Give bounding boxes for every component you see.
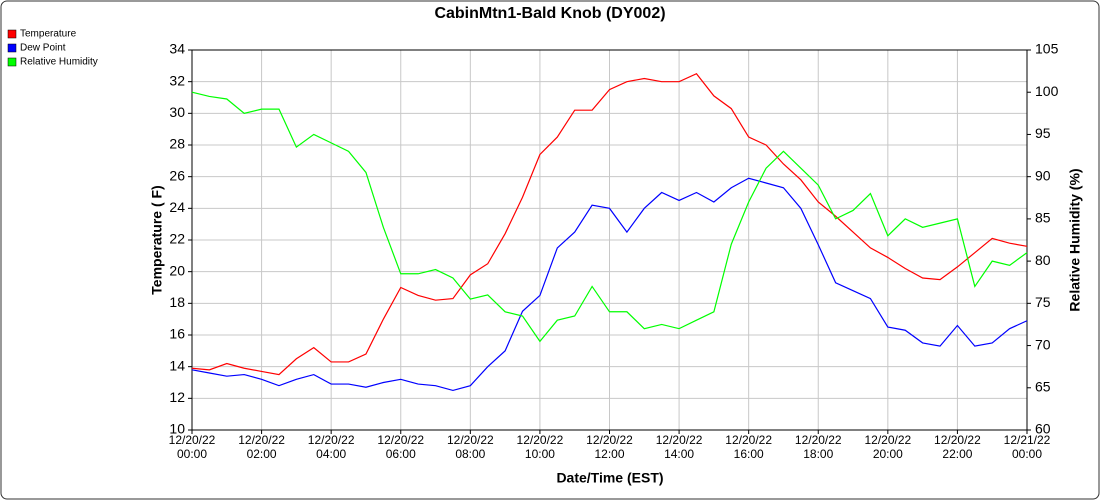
y-tick-label: 30	[169, 104, 185, 120]
y-tick-label: 12	[169, 389, 185, 405]
y-tick-label: 18	[169, 294, 185, 310]
y-tick-label: 20	[169, 262, 185, 278]
legend-swatch	[7, 29, 17, 39]
y-tick-label: 28	[169, 136, 185, 152]
y-axis-label: Temperature ( F)	[149, 185, 165, 294]
y2-tick-label: 105	[1035, 41, 1059, 57]
y2-tick-label: 60	[1035, 421, 1051, 437]
y-tick-label: 24	[169, 199, 185, 215]
y-tick-label: 26	[169, 167, 185, 183]
y2-tick-label: 85	[1035, 210, 1051, 226]
legend-label: Relative Humidity	[20, 57, 98, 68]
x-tick-label: 12/20/22 12:00	[586, 433, 633, 461]
y2-tick-label: 95	[1035, 125, 1051, 141]
y2-tick-label: 70	[1035, 336, 1051, 352]
x-tick-label: 12/21/22 00:00	[1004, 433, 1051, 461]
series-line	[191, 177, 1028, 392]
plot-area	[191, 49, 1028, 431]
y2-tick-label: 100	[1035, 83, 1059, 99]
x-tick-label: 12/20/22 04:00	[308, 433, 355, 461]
x-tick-label: 12/20/22 14:00	[656, 433, 703, 461]
legend-swatch	[7, 57, 17, 67]
x-axis-label: Date/Time (EST)	[556, 470, 663, 486]
y2-tick-label: 65	[1035, 378, 1051, 394]
legend-swatch	[7, 43, 17, 53]
legend-label: Temperature	[20, 29, 77, 40]
y2-tick-label: 80	[1035, 252, 1051, 268]
x-tick-label: 12/20/22 10:00	[517, 433, 564, 461]
y2-tick-label: 90	[1035, 167, 1051, 183]
x-tick-label: 12/20/22 20:00	[864, 433, 911, 461]
legend-label: Dew Point	[20, 43, 66, 54]
y2-axis-label: Relative Humidity (%)	[1067, 168, 1083, 311]
y-tick-label: 34	[169, 41, 185, 57]
y-tick-label: 22	[169, 231, 185, 247]
y-tick-label: 16	[169, 326, 185, 342]
x-tick-label: 12/20/22 18:00	[795, 433, 842, 461]
y-tick-label: 32	[169, 72, 185, 88]
chart-title: CabinMtn1-Bald Knob (DY002)	[434, 5, 665, 22]
x-tick-label: 12/20/22 00:00	[169, 433, 216, 461]
x-tick-label: 12/20/22 08:00	[447, 433, 494, 461]
x-tick-label: 12/20/22 16:00	[725, 433, 772, 461]
x-tick-label: 12/20/22 06:00	[377, 433, 424, 461]
y-tick-label: 14	[169, 357, 185, 373]
series-line	[191, 73, 1028, 376]
x-tick-label: 12/20/22 02:00	[238, 433, 285, 461]
y-tick-label: 10	[169, 421, 185, 437]
x-tick-label: 12/20/22 22:00	[934, 433, 981, 461]
y2-tick-label: 75	[1035, 294, 1051, 310]
series-line	[191, 91, 1028, 343]
